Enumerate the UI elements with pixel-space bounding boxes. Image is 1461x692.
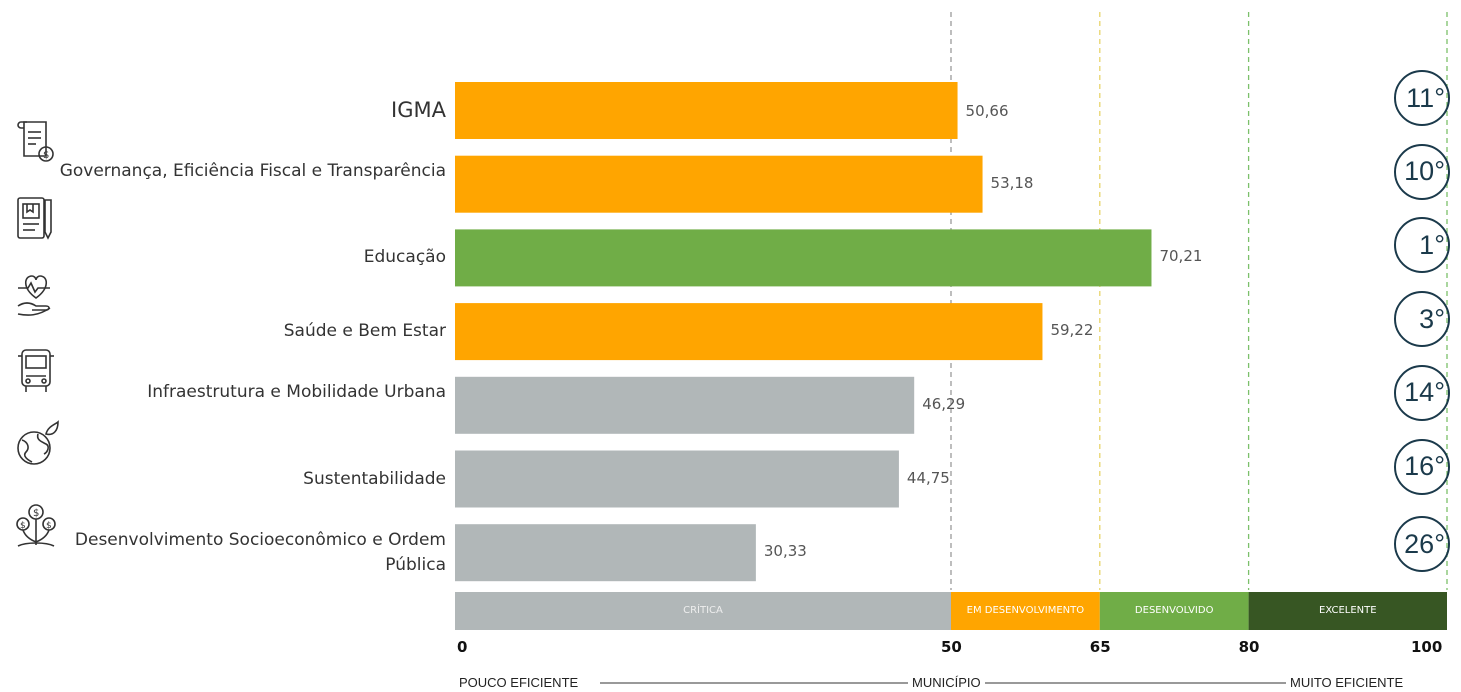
bar-3 [455, 303, 1043, 361]
bottom-right-text: MUITO EFICIENTE [1286, 675, 1408, 690]
band-label-0: Crítica [683, 605, 723, 616]
bottom-left-text: POUCO EFICIENTE [455, 675, 583, 690]
bar-1 [455, 155, 983, 213]
rank-badge-5: 16° [1394, 438, 1450, 495]
tick-label-80: 80 [1238, 638, 1260, 656]
rank-badge-6: 26° [1394, 516, 1450, 573]
rank-badge-2: 1° [1394, 217, 1450, 274]
document-money-icon: $ [17, 121, 54, 162]
bar-4 [455, 376, 915, 434]
band-0 [455, 592, 951, 630]
band-label-2: Desenvolvido [1134, 605, 1214, 616]
tick-label-50: 50 [941, 638, 962, 656]
rank-badge-1: 10° [1394, 143, 1450, 200]
category-label-4: Infraestrutura e Mobilidade Urbana [147, 382, 446, 403]
band-label-1: Em Desenvolvimento [966, 605, 1085, 616]
bar-2 [455, 229, 1152, 287]
svg-text:$: $ [20, 521, 26, 531]
band-label-3: Excelente [1319, 605, 1377, 616]
band-2 [1099, 592, 1249, 630]
tick-label-65: 65 [1089, 638, 1111, 656]
rank-badge-4: 14° [1394, 364, 1450, 421]
category-label-1: Governança, Eficiência Fiscal e Transpar… [59, 161, 446, 182]
tick-label-100: 100 [1411, 638, 1443, 656]
bottom-center-text: MUNICÍPIO [908, 675, 985, 690]
value-label-6: 30,33 [763, 542, 807, 561]
value-label-2: 70,21 [1159, 247, 1203, 266]
rank-badge-0: 11° [1394, 70, 1450, 126]
heart-hand-icon [17, 275, 51, 316]
bar-5 [455, 450, 899, 508]
value-label-3: 59,22 [1050, 321, 1094, 340]
band-3 [1248, 592, 1447, 630]
category-label-2: Educação [363, 247, 446, 268]
globe-leaf-icon [17, 420, 59, 465]
svg-text:$: $ [43, 150, 49, 161]
value-label-0: 50,66 [965, 102, 1009, 120]
category-label-5: Sustentabilidade [303, 468, 446, 489]
value-label-5: 44,75 [906, 468, 950, 487]
book-pen-icon [17, 197, 52, 240]
bus-icon [18, 349, 54, 392]
bar-6 [455, 524, 756, 582]
svg-text:$: $ [33, 508, 39, 519]
value-label-1: 53,18 [990, 173, 1034, 192]
category-label-3: Saúde e Bem Estar [283, 321, 446, 342]
category-label-6: Desenvolvimento Socioeconômico e Ordem P… [74, 529, 446, 575]
rank-badge-3: 3° [1394, 291, 1450, 348]
money-plant-icon: $ $ $ [16, 504, 56, 547]
value-label-4: 46,29 [922, 394, 966, 413]
band-1 [951, 592, 1100, 630]
tick-label-0: 0 [457, 638, 468, 656]
svg-text:$: $ [46, 521, 52, 531]
category-label-0: IGMA [391, 98, 446, 122]
bar-0 [455, 82, 958, 139]
